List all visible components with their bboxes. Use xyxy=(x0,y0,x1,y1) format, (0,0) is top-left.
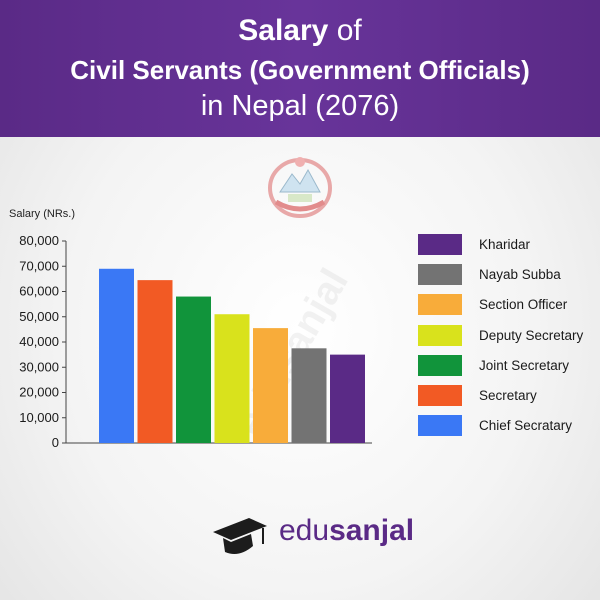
legend-swatch xyxy=(418,294,462,316)
y-tick-label: 60,000 xyxy=(19,284,59,299)
legend-item: Kharidar xyxy=(414,234,600,256)
bar-deputy-secretary xyxy=(214,314,250,443)
bar-section-officer xyxy=(253,328,288,443)
y-tick-label: 10,000 xyxy=(19,410,59,425)
legend-item: Chief Secratary xyxy=(414,415,600,437)
y-tick-label: 40,000 xyxy=(19,334,59,349)
title-line-3: in Nepal (2076) xyxy=(200,90,400,122)
graduation-cap-icon xyxy=(213,518,267,554)
title-salary: Salary xyxy=(238,14,329,47)
legend-label: Kharidar xyxy=(479,237,531,252)
legend-label: Joint Secretary xyxy=(479,357,570,373)
legend-label: Section Officer xyxy=(479,297,568,313)
legend-item: Secretary xyxy=(414,385,600,407)
nepal-emblem-icon xyxy=(268,157,332,218)
y-tick-label: 0 xyxy=(52,435,59,450)
legend-label: Chief Secratary xyxy=(479,418,573,434)
legend-swatch xyxy=(418,415,462,437)
y-tick-label: 70,000 xyxy=(19,258,59,273)
legend-item: Section Officer xyxy=(414,294,600,316)
legend-item: Joint Secretary xyxy=(414,354,600,377)
legend-item: Deputy Secretary xyxy=(414,324,600,347)
title-line-1: Salary of xyxy=(0,14,600,48)
y-tick-label: 20,000 xyxy=(19,385,59,400)
bar-chief-secratary xyxy=(99,268,134,443)
legend-swatch xyxy=(418,234,462,255)
title-line-2: Civil Servants (Government Officials) xyxy=(70,55,530,85)
y-tick-label: 30,000 xyxy=(19,359,59,374)
legend-swatch xyxy=(418,354,462,376)
title-of: of xyxy=(328,14,362,47)
legend-label: Secretary xyxy=(479,388,537,403)
legend-label: Deputy Secretary xyxy=(479,327,584,343)
legend-item: Nayab Subba xyxy=(414,264,600,286)
bar-joint-secretary xyxy=(176,296,211,443)
y-axis-label: Salary (NRs.) xyxy=(9,208,76,220)
bar-kharidar xyxy=(330,354,365,443)
logo-text-sanjal: sanjal xyxy=(329,514,415,547)
header-banner: Salary of Civil Servants (Government Off… xyxy=(0,0,600,137)
logo-text: edusanjal xyxy=(279,514,414,548)
legend-swatch xyxy=(418,385,462,406)
bar-nayab-subba xyxy=(291,348,327,443)
legend-swatch xyxy=(418,324,462,346)
logo-text-edu: edu xyxy=(279,514,330,547)
legend-label: Nayab Subba xyxy=(479,267,561,283)
y-tick-label: 50,000 xyxy=(19,309,59,324)
legend-swatch xyxy=(418,264,462,286)
bar-secretary xyxy=(137,280,173,443)
y-tick-label: 80,000 xyxy=(19,233,59,248)
bar-chart: 0 10,000 20,000 30,000 40,000 50,000 60,000 70,… xyxy=(19,233,372,450)
edusanjal-logo: edusanjal xyxy=(209,508,449,558)
